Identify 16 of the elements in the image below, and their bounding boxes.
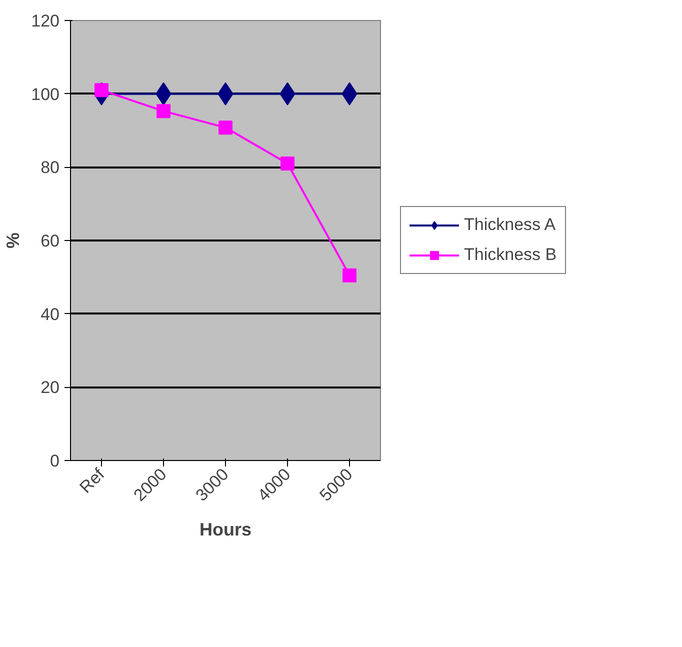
y-tick-label: 120 <box>31 12 60 30</box>
y-axis-title: % <box>3 232 24 248</box>
y-tick-label: 0 <box>50 452 60 470</box>
point <box>218 120 232 135</box>
point <box>280 156 294 170</box>
legend-label: Thickness B <box>464 245 557 265</box>
legend-label: Thickness A <box>464 215 556 235</box>
y-tick-label: 80 <box>40 158 60 178</box>
point <box>342 268 356 282</box>
y-tick-label: 40 <box>40 304 60 324</box>
y-tick-label: 60 <box>40 232 60 250</box>
y-tick-label: 100 <box>31 84 60 104</box>
x-axis-title: Hours <box>200 520 252 540</box>
x-tick-label: Ref <box>76 464 108 497</box>
y-tick-label: 20 <box>40 378 60 398</box>
point <box>156 104 170 118</box>
